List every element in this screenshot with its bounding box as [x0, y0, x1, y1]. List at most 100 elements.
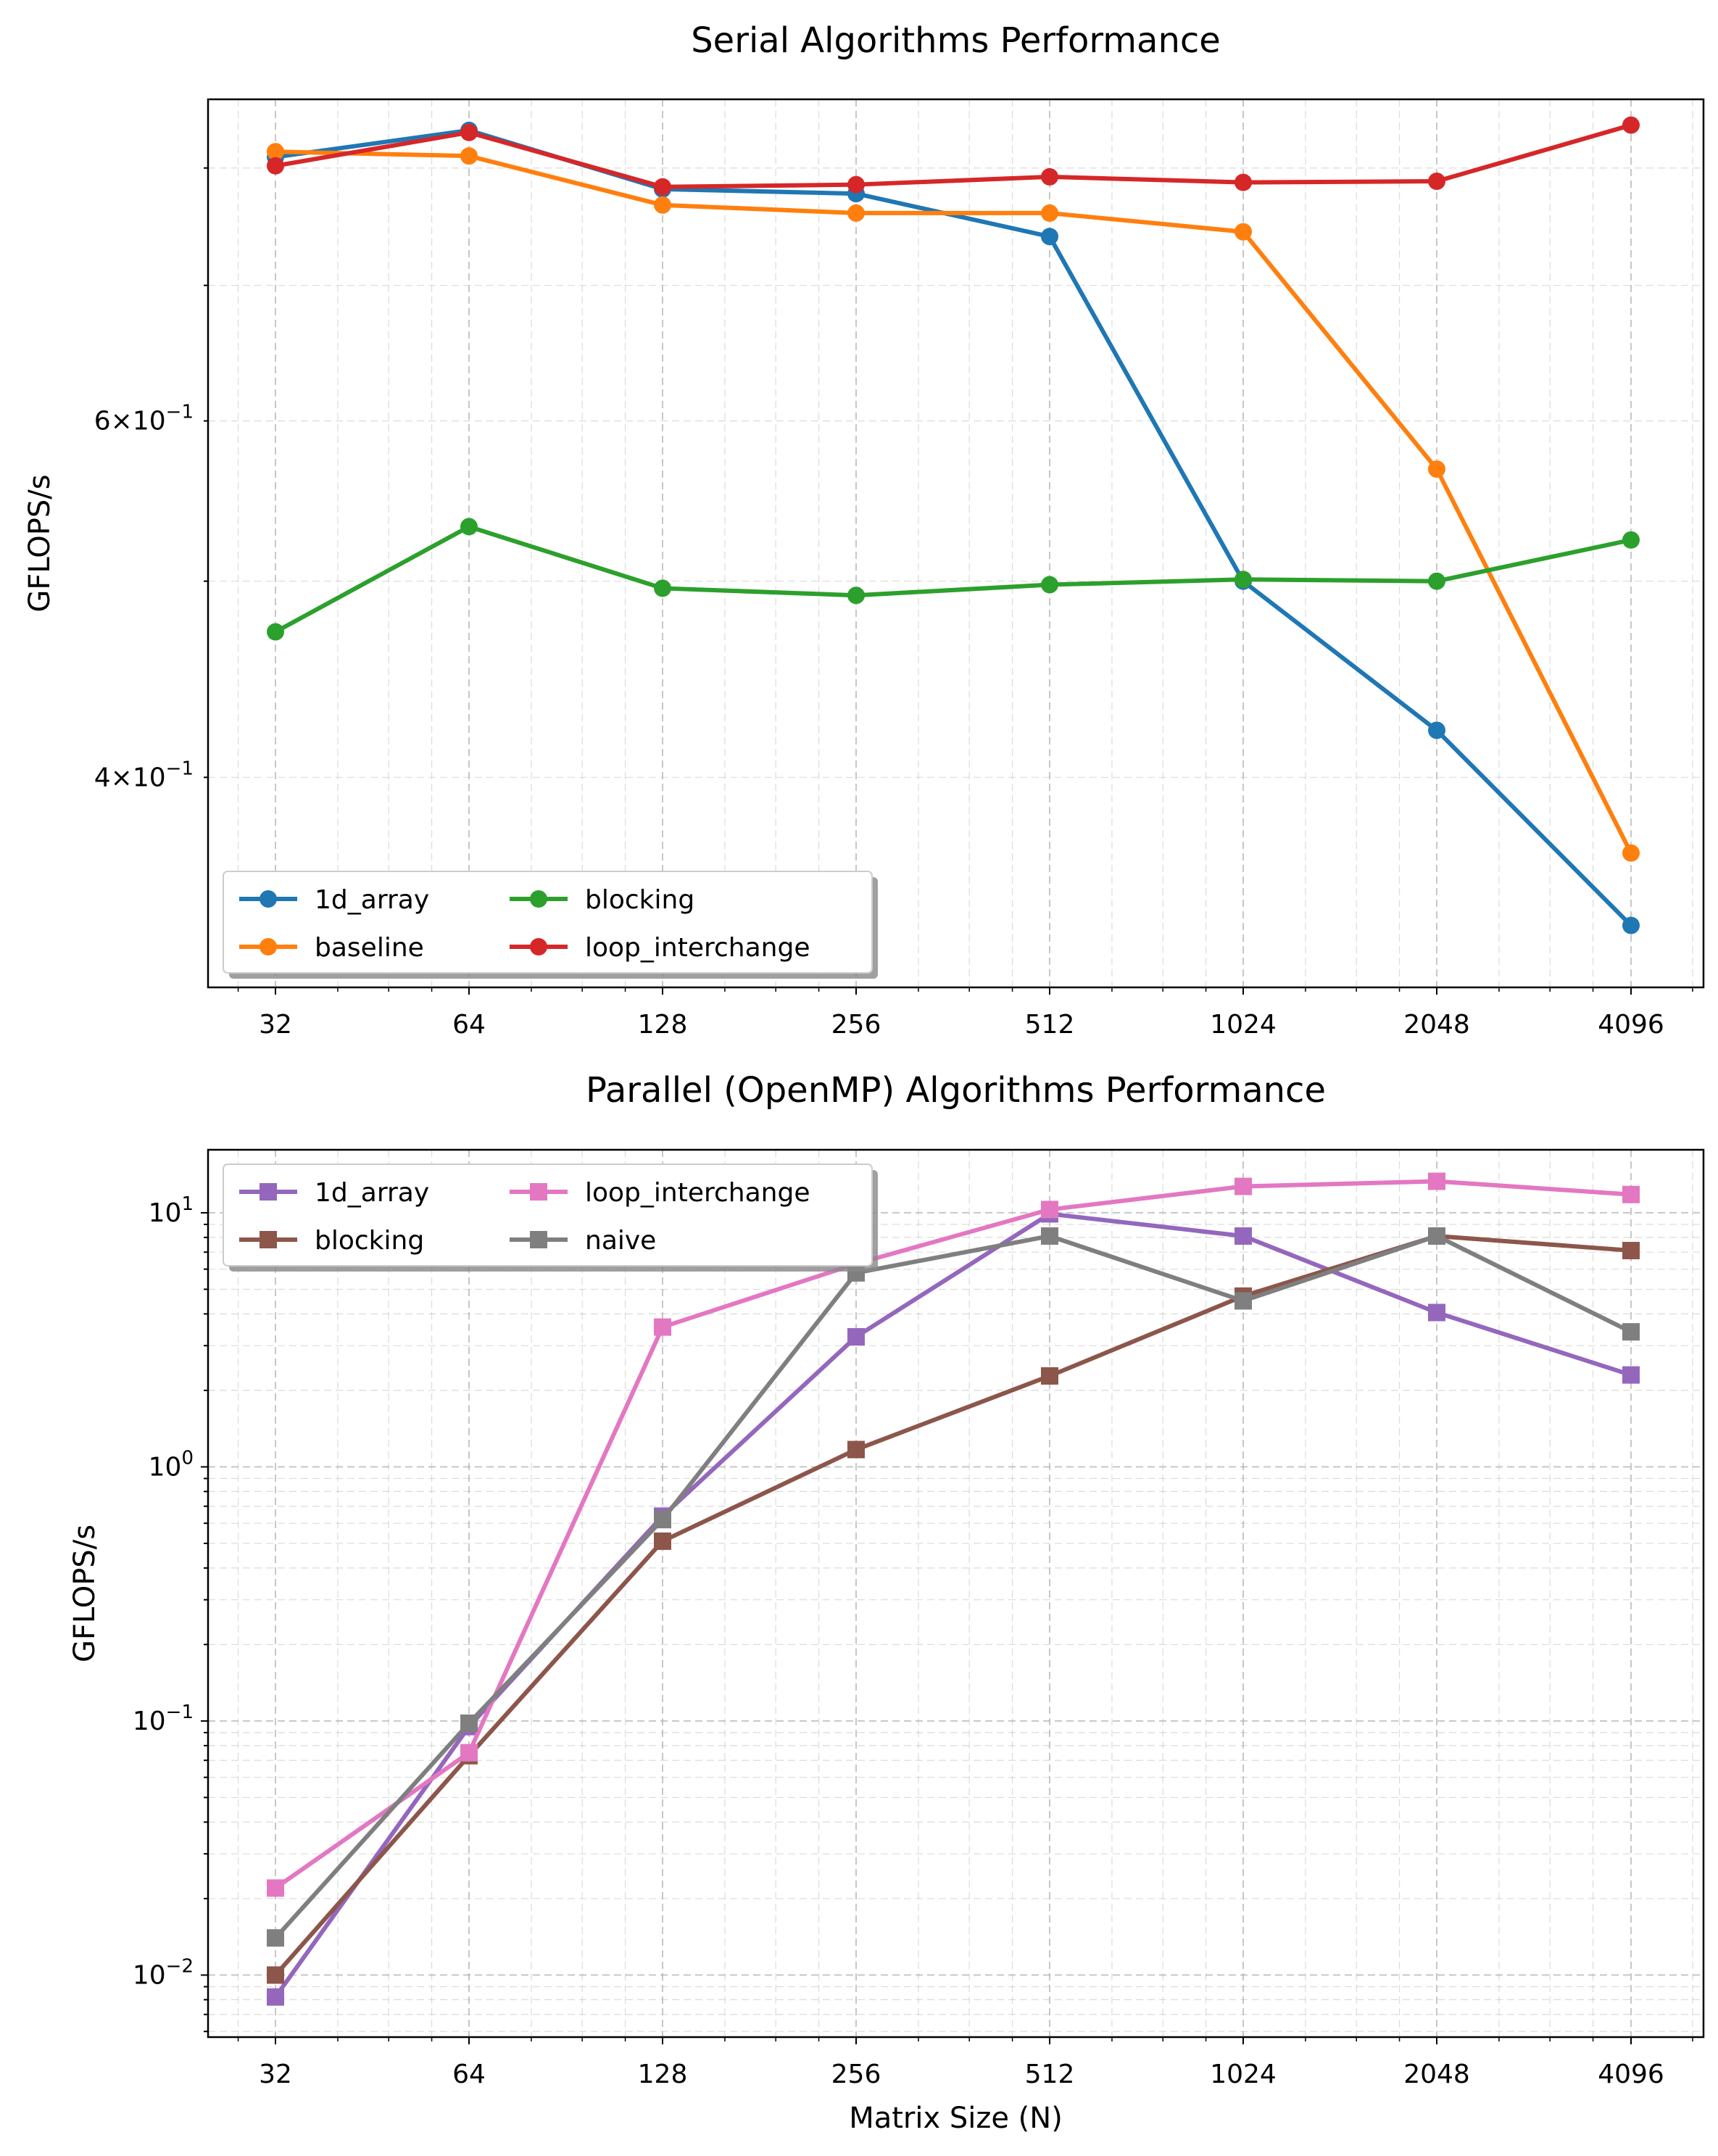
data-point — [1622, 844, 1640, 862]
data-point — [1622, 1323, 1640, 1341]
y-tick-label: 6×10−1 — [94, 402, 194, 436]
series-line — [274, 1179, 1632, 1890]
y-tick-mantissa: 10 — [133, 1960, 166, 1990]
x-tick-label: 128 — [638, 1010, 688, 1040]
data-point — [654, 1532, 671, 1550]
legend-label: loop_interchange — [585, 933, 810, 963]
x-tick-label: 64 — [452, 1010, 486, 1040]
y-tick-exponent: 0 — [181, 1447, 194, 1469]
series-blocking — [267, 518, 1640, 641]
x-tick-label: 32 — [259, 1010, 292, 1040]
data-point — [1041, 1227, 1058, 1245]
data-point — [460, 1715, 478, 1733]
data-point — [1234, 173, 1252, 191]
y-tick-mantissa: 10 — [133, 1707, 166, 1736]
y-tick-exponent: −1 — [166, 402, 194, 423]
series-1d_array — [267, 1205, 1640, 2006]
data-point — [1622, 1242, 1640, 1260]
legend-swatch-marker — [260, 1231, 277, 1248]
series-blocking — [267, 1227, 1640, 1984]
data-point — [267, 143, 284, 161]
legend-label: 1d_array — [315, 1178, 429, 1208]
x-tick-label: 2048 — [1403, 2060, 1470, 2089]
legend-swatch-marker — [530, 890, 547, 908]
legend-swatch-marker — [260, 938, 277, 955]
x-tick-label: 64 — [452, 2060, 486, 2089]
y-tick-label: 100 — [149, 1447, 194, 1482]
x-axis-label: Matrix Size (N) — [849, 2102, 1063, 2135]
data-point — [1234, 571, 1252, 589]
x-tick-label: 1024 — [1210, 1010, 1277, 1040]
legend: 1d_array baseline blocking loop_interchange — [223, 871, 878, 979]
legend-swatch-marker — [530, 1231, 547, 1248]
parallel-chart: Parallel (OpenMP) Algorithms Performance… — [68, 1070, 1705, 2135]
data-point — [1428, 572, 1445, 590]
data-point — [1622, 116, 1640, 134]
x-tick-label: 4096 — [1598, 2060, 1664, 2089]
data-point — [847, 204, 865, 222]
data-point — [460, 1744, 478, 1762]
x-tick-label: 2048 — [1403, 1010, 1470, 1040]
y-tick-mantissa: 10 — [149, 1452, 182, 1482]
data-point — [1622, 1185, 1640, 1203]
y-tick-exponent: −1 — [166, 758, 194, 779]
x-tick-label: 1024 — [1210, 2060, 1277, 2089]
series-line — [273, 1233, 1632, 1940]
data-point — [1041, 204, 1058, 222]
x-tick-label: 4096 — [1598, 1010, 1664, 1040]
y-tick-mantissa: 6×10 — [94, 407, 166, 436]
legend-label: naive — [585, 1226, 656, 1256]
y-tick-label: 4×10−1 — [94, 758, 194, 792]
x-tick-label: 256 — [831, 1010, 881, 1040]
data-point — [654, 1318, 671, 1336]
legend-label: blocking — [315, 1226, 424, 1256]
legend-swatch-marker — [530, 1183, 547, 1201]
data-point — [1428, 460, 1445, 478]
chart-title: Serial Algorithms Performance — [691, 20, 1221, 61]
chart-title: Parallel (OpenMP) Algorithms Performance — [586, 1070, 1326, 1111]
data-point — [847, 1440, 865, 1459]
x-tick-label: 128 — [638, 2060, 688, 2089]
legend-label: baseline — [315, 933, 424, 963]
legend-label: loop_interchange — [585, 1178, 810, 1208]
data-point — [1041, 1367, 1058, 1385]
series-line — [275, 149, 1633, 855]
y-axis-label: GFLOPS/s — [68, 1525, 101, 1662]
series-line — [275, 123, 1632, 189]
legend-label: blocking — [585, 885, 694, 915]
legend-swatch-marker — [260, 890, 277, 908]
data-point — [460, 518, 478, 536]
series-loop_interchange — [267, 116, 1640, 196]
data-point — [1622, 916, 1640, 934]
y-tick-exponent: −1 — [166, 1701, 194, 1723]
data-point — [654, 579, 671, 597]
data-point — [267, 1929, 284, 1947]
data-point — [847, 175, 865, 194]
x-tick-label: 512 — [1025, 1010, 1075, 1040]
data-point — [654, 178, 671, 196]
legend-swatch-marker — [260, 1183, 277, 1201]
data-point — [1234, 223, 1252, 241]
data-point — [1428, 173, 1445, 191]
data-point — [1234, 1177, 1252, 1195]
x-tick-label: 32 — [259, 2060, 292, 2089]
data-point — [1622, 1366, 1640, 1384]
data-point — [267, 1966, 284, 1984]
legend-swatch-marker — [530, 938, 547, 955]
x-tick-label: 256 — [831, 2060, 881, 2089]
data-point — [1428, 1303, 1445, 1322]
data-point — [1041, 167, 1058, 186]
grid — [208, 99, 1704, 987]
series-line — [273, 1211, 1632, 1999]
data-point — [1041, 1201, 1058, 1219]
series-baseline — [267, 143, 1640, 862]
legend-box — [223, 871, 873, 974]
series-line — [274, 524, 1632, 634]
data-point — [847, 1328, 865, 1346]
plot-frame — [207, 98, 1705, 989]
series-naive — [267, 1227, 1640, 1947]
y-axis-label: GFLOPS/s — [23, 474, 57, 612]
data-point — [1234, 1292, 1252, 1310]
legend-box — [223, 1164, 873, 1266]
